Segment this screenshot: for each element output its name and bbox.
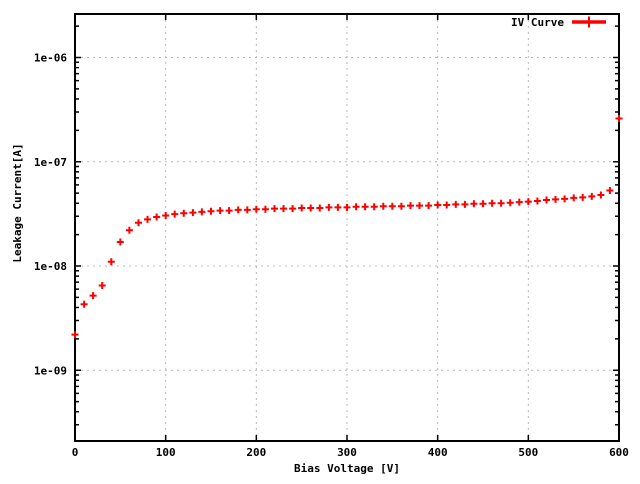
- x-tick-label: 400: [428, 446, 448, 459]
- y-tick-label: 1e-06: [34, 52, 67, 65]
- grid-lines: [75, 14, 619, 441]
- axis-ticks: [74, 14, 620, 441]
- y-tick-label: 1e-08: [34, 260, 67, 273]
- y-tick-label: 1e-07: [34, 156, 67, 169]
- plot-border-rect: [74, 13, 620, 442]
- legend: IV Curve: [511, 16, 606, 29]
- x-tick-label: 500: [518, 446, 538, 459]
- x-tick-label: 600: [609, 446, 629, 459]
- y-tick-label: 1e-09: [34, 364, 67, 377]
- plot-border: [74, 13, 620, 442]
- x-tick-label: 100: [156, 446, 176, 459]
- x-tick-label: 0: [72, 446, 79, 459]
- x-tick-label: 300: [337, 446, 357, 459]
- x-axis-title: Bias Voltage [V]: [294, 462, 400, 475]
- data-series: [71, 115, 623, 339]
- x-tick-label: 200: [246, 446, 266, 459]
- tick-labels: 1e-09 1e-08 1e-07 1e-06 0 100 200 300 400 500 600: [34, 52, 629, 460]
- y-axis-title: Leakage Current[A]: [11, 143, 24, 262]
- data-point-markers: [71, 115, 623, 339]
- legend-label: IV Curve: [511, 16, 564, 29]
